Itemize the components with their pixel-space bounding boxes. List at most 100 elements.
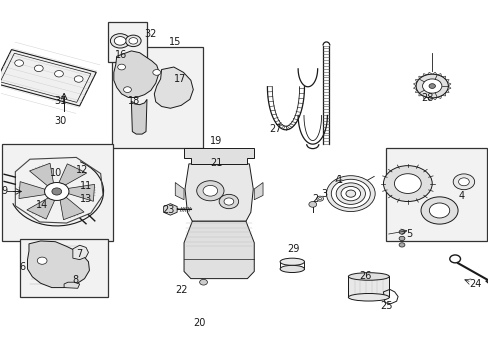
Circle shape xyxy=(316,196,323,201)
Circle shape xyxy=(15,60,23,66)
Text: 7: 7 xyxy=(76,248,82,258)
Circle shape xyxy=(199,279,207,285)
Polygon shape xyxy=(64,282,80,288)
Circle shape xyxy=(196,181,224,201)
Text: 9: 9 xyxy=(1,186,8,197)
Polygon shape xyxy=(436,96,441,99)
Polygon shape xyxy=(436,73,441,76)
Polygon shape xyxy=(114,51,159,98)
Circle shape xyxy=(383,166,431,202)
Text: 11: 11 xyxy=(80,181,92,192)
Polygon shape xyxy=(418,93,422,96)
Polygon shape xyxy=(413,82,416,86)
Polygon shape xyxy=(422,96,427,99)
Text: 30: 30 xyxy=(54,116,66,126)
Circle shape xyxy=(415,74,447,98)
Circle shape xyxy=(422,79,441,93)
Circle shape xyxy=(420,197,457,224)
Polygon shape xyxy=(68,184,94,201)
Polygon shape xyxy=(431,72,436,75)
Circle shape xyxy=(428,84,434,89)
Polygon shape xyxy=(427,97,431,100)
Circle shape xyxy=(428,203,449,218)
Polygon shape xyxy=(414,79,418,82)
Text: 28: 28 xyxy=(420,93,432,103)
Polygon shape xyxy=(183,148,254,164)
Text: 32: 32 xyxy=(144,29,157,39)
Text: 19: 19 xyxy=(210,136,222,145)
Polygon shape xyxy=(131,99,147,134)
Text: 12: 12 xyxy=(76,165,88,175)
Polygon shape xyxy=(27,198,55,219)
Polygon shape xyxy=(175,183,183,200)
Polygon shape xyxy=(73,245,88,260)
Bar xyxy=(1,144,113,241)
Circle shape xyxy=(110,34,130,48)
Text: 13: 13 xyxy=(80,194,92,204)
Text: 21: 21 xyxy=(210,158,223,168)
Circle shape xyxy=(129,38,138,44)
Polygon shape xyxy=(254,183,263,200)
Circle shape xyxy=(318,198,321,200)
Circle shape xyxy=(219,194,238,209)
Circle shape xyxy=(114,37,126,45)
Polygon shape xyxy=(414,90,418,93)
Bar xyxy=(112,47,203,148)
Circle shape xyxy=(452,174,474,190)
Circle shape xyxy=(398,243,404,247)
Text: 29: 29 xyxy=(287,244,299,254)
Polygon shape xyxy=(163,204,177,215)
Polygon shape xyxy=(445,90,448,93)
Bar xyxy=(385,148,487,241)
Ellipse shape xyxy=(347,273,388,280)
Circle shape xyxy=(44,183,69,201)
Text: 23: 23 xyxy=(162,206,175,216)
Text: 6: 6 xyxy=(19,262,25,272)
Text: 2: 2 xyxy=(311,194,317,204)
Text: 26: 26 xyxy=(358,271,371,281)
Circle shape xyxy=(326,176,374,212)
Polygon shape xyxy=(447,82,450,86)
Text: 5: 5 xyxy=(406,229,412,239)
Polygon shape xyxy=(441,93,445,96)
Circle shape xyxy=(55,71,63,77)
Text: 8: 8 xyxy=(73,275,79,285)
Text: 18: 18 xyxy=(127,96,140,106)
Circle shape xyxy=(118,64,125,70)
Polygon shape xyxy=(445,79,448,82)
Circle shape xyxy=(37,257,47,264)
Text: 4: 4 xyxy=(458,191,464,201)
Circle shape xyxy=(335,183,365,204)
Text: 25: 25 xyxy=(379,301,392,311)
Text: 22: 22 xyxy=(175,285,187,296)
Circle shape xyxy=(52,188,61,195)
Circle shape xyxy=(398,230,404,234)
Polygon shape xyxy=(183,221,254,279)
Circle shape xyxy=(125,35,141,46)
Text: 20: 20 xyxy=(193,319,205,328)
Circle shape xyxy=(340,186,360,201)
Text: 3: 3 xyxy=(321,189,326,199)
Text: 1: 1 xyxy=(336,175,343,185)
Polygon shape xyxy=(441,76,445,79)
Circle shape xyxy=(153,69,160,75)
Circle shape xyxy=(34,65,43,72)
Polygon shape xyxy=(154,67,193,108)
Text: 31: 31 xyxy=(54,96,66,106)
Polygon shape xyxy=(184,164,253,221)
Text: 10: 10 xyxy=(49,168,61,178)
Circle shape xyxy=(308,202,316,207)
Circle shape xyxy=(458,178,468,186)
Polygon shape xyxy=(19,182,45,199)
Polygon shape xyxy=(60,197,84,220)
Text: 16: 16 xyxy=(115,50,127,60)
Ellipse shape xyxy=(347,293,388,301)
Text: 14: 14 xyxy=(36,200,48,210)
Circle shape xyxy=(74,76,83,82)
Ellipse shape xyxy=(280,265,304,273)
Polygon shape xyxy=(413,86,416,90)
Polygon shape xyxy=(422,73,427,76)
Bar xyxy=(347,276,388,297)
Bar xyxy=(108,22,147,62)
Polygon shape xyxy=(0,50,96,106)
